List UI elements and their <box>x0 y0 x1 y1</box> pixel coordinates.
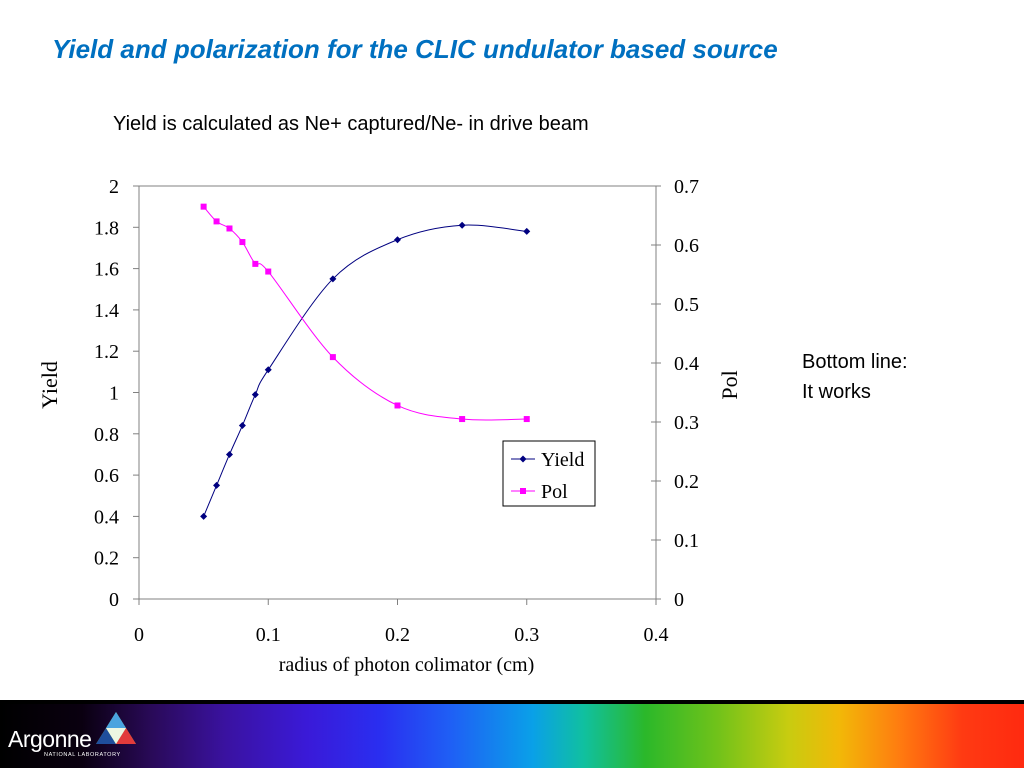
yield-point <box>523 227 531 235</box>
pol-point <box>265 268 272 275</box>
note-line-2: It works <box>802 381 871 403</box>
y-tick-label: 0.4 <box>94 506 119 528</box>
x-tick-label: 0.3 <box>514 624 539 646</box>
legend-yield-label: Yield <box>541 449 584 471</box>
yield-point <box>329 275 337 283</box>
chart-series <box>200 203 531 520</box>
legend-pol-label: Pol <box>541 481 568 503</box>
y-tick-label: 0.8 <box>94 424 119 446</box>
yield-point <box>238 422 246 430</box>
chart-legend: Yield Pol <box>502 440 596 507</box>
y2-tick-label: 0.2 <box>674 471 699 493</box>
pol-point <box>213 218 220 225</box>
footer-bar: Argonne NATIONAL LABORATORY <box>0 700 1024 768</box>
argonne-logo: Argonne NATIONAL LABORATORY <box>6 706 146 762</box>
pol-point <box>394 402 401 409</box>
bottom-line-note: Bottom line: It works <box>802 347 908 407</box>
yield-point <box>200 512 208 520</box>
pol-line <box>203 206 527 421</box>
y-tick-label: 2 <box>109 176 119 198</box>
y2-tick-label: 0.1 <box>674 530 699 552</box>
chart-axes: 0 0.2 0.4 0.6 0.8 1 1.2 1.4 1.6 1.8 2 0 0.1 0.2 0.3 0.4… <box>37 176 742 676</box>
yield-point <box>264 366 272 374</box>
y2-tick-label: 0.4 <box>674 353 699 375</box>
footer-spectrum-gradient <box>0 704 1024 768</box>
logo-wordmark: Argonne <box>8 726 92 752</box>
legend-pol-marker <box>520 488 526 494</box>
yield-series <box>200 221 531 520</box>
pol-point <box>459 416 466 423</box>
y-tick-label: 0.2 <box>94 548 119 570</box>
yield-point <box>251 391 259 399</box>
y-tick-label: 1.2 <box>94 341 119 363</box>
y2-tick-label: 0.7 <box>674 176 699 198</box>
pol-series <box>200 203 530 423</box>
yield-point <box>458 221 466 229</box>
y-tick-label: 1 <box>109 383 119 405</box>
yield-point <box>394 236 401 244</box>
y-tick-label: 1.6 <box>94 259 119 281</box>
y2-tick-label: 0.5 <box>674 294 699 316</box>
pol-point <box>226 225 233 232</box>
pol-point <box>239 239 246 246</box>
pol-point <box>252 260 259 267</box>
pol-point <box>523 416 530 423</box>
x-tick-label: 0.2 <box>385 624 410 646</box>
logo-subtitle: NATIONAL LABORATORY <box>44 752 121 758</box>
yield-point <box>213 481 221 489</box>
pol-point <box>329 354 336 361</box>
plot-area-border <box>138 185 657 600</box>
footer-divider <box>0 700 1024 704</box>
x-tick-label: 0 <box>134 624 144 646</box>
slide-subtitle: Yield is calculated as Ne+ captured/Ne- … <box>113 113 589 135</box>
yield-line <box>203 224 527 517</box>
x-tick-label: 0.1 <box>256 624 281 646</box>
y-tick-label: 1.8 <box>94 217 119 239</box>
legend-box <box>502 440 596 507</box>
yield-polarization-chart: 0 0.2 0.4 0.6 0.8 1 1.2 1.4 1.6 1.8 2 0 0.1 0.2 0.3 0.4… <box>37 176 742 676</box>
legend-yield-marker <box>519 455 527 463</box>
x-axis-label: radius of photon colimator (cm) <box>279 654 535 676</box>
y-tick-label: 0.6 <box>94 465 119 487</box>
x-tick-label: 0.4 <box>644 624 669 646</box>
y2-tick-label: 0.3 <box>674 412 699 434</box>
slide-title: Yield and polarization for the CLIC undu… <box>52 34 778 64</box>
note-line-1: Bottom line: <box>802 351 908 373</box>
y-axis-label: Yield <box>37 361 62 409</box>
pol-point <box>200 203 207 210</box>
y-tick-label: 0 <box>109 589 119 611</box>
yield-point <box>225 450 233 458</box>
logo-triangle-icon <box>96 712 136 744</box>
y2-tick-label: 0 <box>674 589 684 611</box>
y2-axis-label: Pol <box>717 370 742 399</box>
y-tick-label: 1.4 <box>94 300 119 322</box>
y2-tick-label: 0.6 <box>674 235 699 257</box>
